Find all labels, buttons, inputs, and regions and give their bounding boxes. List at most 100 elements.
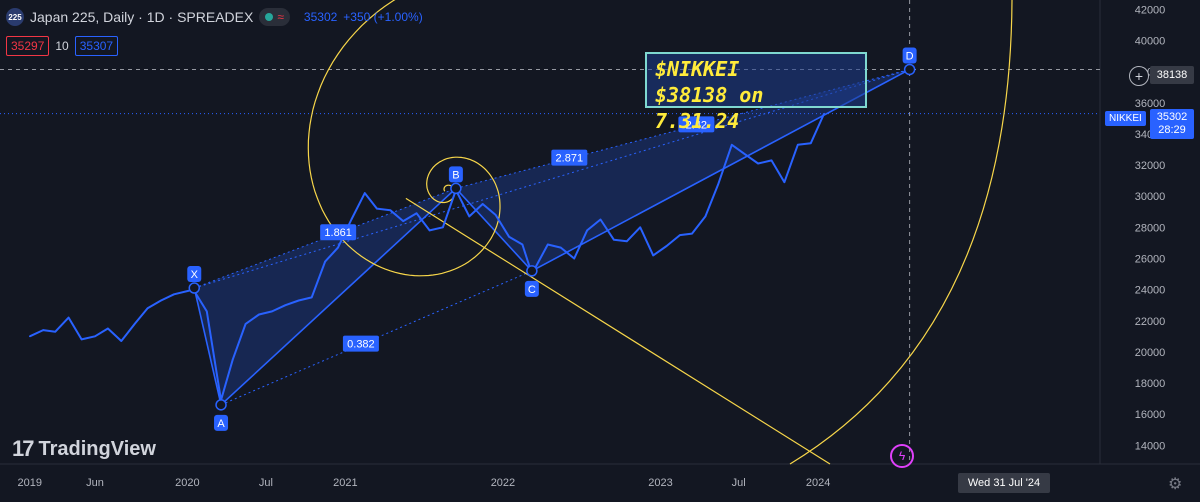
price-point — [94, 335, 96, 338]
pivot-marker-b — [450, 182, 462, 195]
fib-arc-right — [789, 0, 1013, 465]
bid-price[interactable]: 35297 — [6, 36, 50, 56]
price-point — [107, 327, 109, 330]
pattern-leg-bc — [455, 187, 533, 272]
price-point — [80, 338, 83, 341]
price-point — [28, 335, 31, 338]
y-tick-label: 30000 — [1135, 191, 1166, 203]
fib-spiral — [307, 0, 501, 277]
pivot-badge-b — [448, 166, 463, 183]
x-tick-label: Jul — [259, 477, 273, 489]
y-tick-label: 40000 — [1135, 35, 1166, 47]
pivot-label-b: B — [452, 169, 459, 181]
y-tick-label: 32000 — [1135, 160, 1166, 172]
price-point — [743, 153, 746, 155]
price-point — [613, 238, 615, 241]
price-point — [704, 215, 707, 218]
price-point — [770, 159, 773, 162]
tradingview-watermark: 17 TradingView — [12, 436, 156, 462]
annotation-line-2: $38138 on 7.31.24 — [655, 83, 764, 133]
symbol-title[interactable]: Japan 225, Daily · 1D · SPREADEX — [30, 9, 254, 25]
pivot-label-c: C — [528, 284, 536, 296]
y-tick-label: 26000 — [1135, 253, 1166, 265]
price-point — [809, 142, 812, 145]
price-point — [284, 304, 287, 306]
price-point — [271, 310, 273, 313]
flash-icon[interactable]: ϟ — [890, 444, 914, 468]
price-point — [363, 192, 366, 194]
price-point — [337, 246, 339, 249]
horizontal-line-label: 38138 — [1150, 66, 1194, 84]
status-pill[interactable]: ≈ — [259, 8, 290, 26]
tradingview-name: TradingView — [38, 437, 156, 460]
price-point — [389, 209, 392, 212]
price-point — [173, 293, 175, 296]
price-point — [297, 299, 300, 302]
price-point — [521, 243, 524, 246]
price-point — [42, 329, 44, 331]
price-point — [54, 330, 57, 333]
y-tick-label: 14000 — [1135, 440, 1166, 452]
x-tick-label: 2023 — [648, 477, 672, 489]
ratio-badge — [320, 224, 357, 241]
pattern-fill-bcd — [455, 69, 910, 271]
last-price: 35302 — [303, 10, 338, 24]
y-tick-label: 24000 — [1135, 285, 1166, 297]
price-point — [350, 218, 353, 221]
price-point — [573, 257, 575, 260]
symbol-axis-tag: NIKKEI — [1105, 111, 1146, 126]
x-tick-label: 2020 — [175, 477, 199, 489]
price-point — [783, 181, 786, 183]
price-point — [160, 299, 162, 302]
price-point — [231, 358, 234, 361]
price-point — [639, 226, 642, 229]
pivot-marker-c — [526, 265, 538, 277]
spread-value: 10 — [55, 39, 69, 53]
pivot-label-d: D — [906, 50, 914, 62]
price-point — [146, 307, 149, 310]
tradingview-logo-icon: 17 — [12, 436, 35, 461]
price-point — [481, 203, 484, 205]
price-point — [133, 323, 136, 325]
symbol-icon[interactable]: 225 — [6, 8, 24, 26]
price-point — [428, 229, 431, 232]
x-tick-label: 2019 — [18, 477, 42, 489]
x-tick-label: Jul — [732, 477, 746, 489]
price-point — [508, 235, 510, 238]
x-tick-label: 2021 — [333, 477, 357, 489]
price-point — [797, 144, 799, 146]
price-point — [559, 246, 562, 249]
pivot-badge-x — [187, 266, 202, 283]
bid-ask-panel: 35297 10 35307 — [6, 36, 119, 56]
ratio-label: 0.382 — [347, 339, 375, 351]
price-point — [547, 243, 549, 246]
price-point — [324, 260, 326, 263]
pattern-fill-xab — [194, 188, 456, 405]
price-point — [599, 218, 602, 221]
ask-price[interactable]: 35307 — [74, 36, 119, 56]
add-alert-icon[interactable]: + — [1129, 66, 1149, 86]
price-target-annotation[interactable]: $NIKKEI $38138 on 7.31.24 — [645, 52, 867, 133]
current-price-tag: 35302 28:29 — [1150, 109, 1194, 139]
price-point — [823, 112, 825, 115]
current-price-value: 35302 — [1156, 111, 1188, 123]
bar-countdown: 28:29 — [1158, 124, 1186, 136]
annotation-line-1: $NIKKEI — [655, 57, 740, 81]
pattern-leg-ab — [220, 187, 457, 406]
price-point — [691, 232, 693, 235]
price-change: +350 (+1.00%) — [343, 10, 423, 24]
y-tick-label: 22000 — [1135, 316, 1166, 328]
price-point — [244, 323, 247, 325]
pivot-badge-c — [524, 280, 539, 297]
pivot-marker-a — [215, 399, 227, 411]
price-point — [717, 182, 720, 185]
price-point — [679, 234, 681, 236]
green-dot-icon — [265, 13, 274, 21]
price-point — [402, 220, 405, 222]
price-point — [442, 226, 444, 229]
settings-gear-icon[interactable]: ⚙ — [1168, 476, 1183, 493]
x-tick-label: 2024 — [806, 477, 830, 489]
y-tick-label: 18000 — [1135, 378, 1166, 390]
wave-icon: ≈ — [277, 10, 284, 24]
